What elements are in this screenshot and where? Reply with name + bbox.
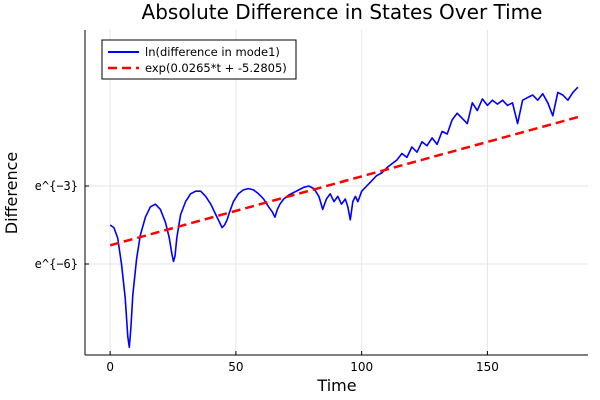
tick-layer: 0 50 100 150 e^{−3} e^{−6} xyxy=(35,179,499,374)
legend-label-series-2: exp(0.0265*t + -5.2805) xyxy=(145,61,287,75)
legend: ln(difference in mode1) exp(0.0265*t + -… xyxy=(101,39,297,80)
y-axis-label: Difference xyxy=(2,152,21,234)
legend-box xyxy=(101,39,297,80)
series-line-1 xyxy=(109,86,579,349)
legend-label-series-1: ln(difference in mode1) xyxy=(145,45,280,59)
series-layer xyxy=(109,86,579,349)
x-tick-label: 100 xyxy=(350,360,373,374)
chart-title: Absolute Difference in States Over Time xyxy=(142,0,543,24)
y-tick-label: e^{−6} xyxy=(35,257,78,271)
y-tick-label: e^{−3} xyxy=(35,179,78,193)
series-line-2 xyxy=(109,115,579,247)
x-tick-label: 50 xyxy=(228,360,243,374)
x-axis-label: Time xyxy=(316,376,356,395)
x-tick-label: 0 xyxy=(106,360,114,374)
x-tick-label: 150 xyxy=(476,360,499,374)
